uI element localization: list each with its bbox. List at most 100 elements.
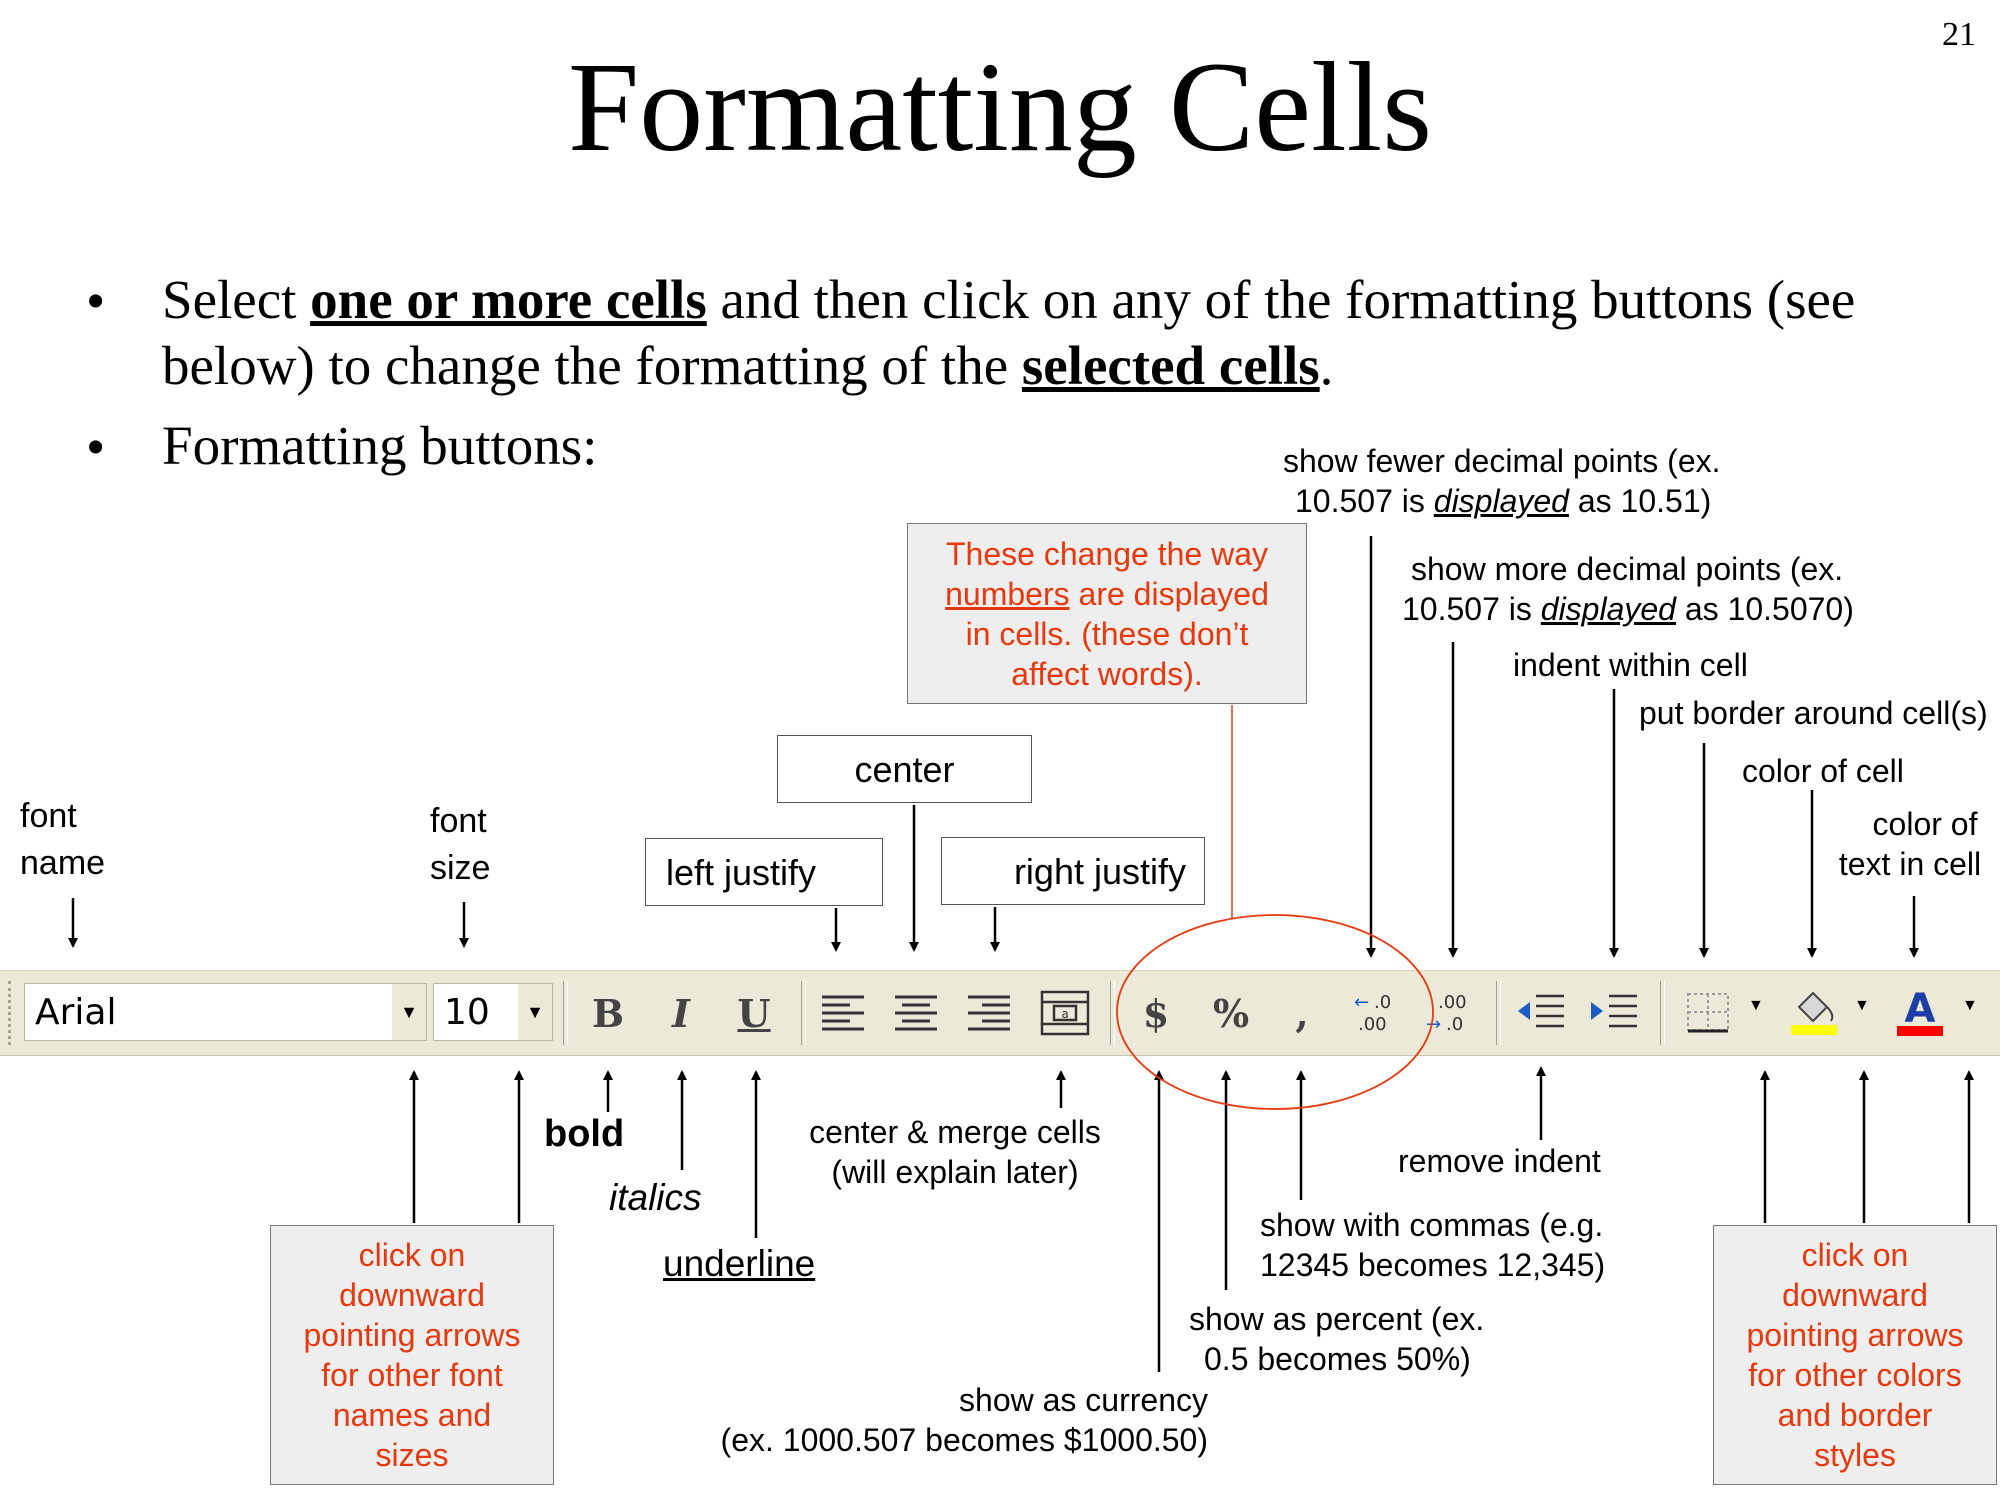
note-line: styles — [1814, 1437, 1896, 1473]
comma-icon: , — [1295, 990, 1309, 1036]
cell-color-label: color of cell — [1742, 753, 1904, 789]
percent-icon: % — [1212, 990, 1250, 1036]
svg-text:.0: .0 — [1446, 1014, 1463, 1035]
label-line: font — [430, 802, 487, 840]
label-line: show as currency — [959, 1382, 1208, 1418]
decrease-indent-button[interactable] — [1513, 985, 1569, 1041]
note-line: click on — [358, 1237, 466, 1273]
label-line: font — [20, 797, 77, 835]
toolbar-grip[interactable] — [8, 981, 19, 1045]
chevron-down-icon[interactable]: ▼ — [392, 984, 426, 1040]
increase-decimal-icon: ← .0.00 — [1354, 992, 1391, 1035]
merge-center-icon: a — [1040, 990, 1090, 1036]
left-justify-label: left justify — [666, 852, 817, 893]
align-right-icon — [968, 995, 1010, 1031]
align-left-icon — [822, 995, 864, 1031]
label-line: (will explain later) — [831, 1154, 1079, 1190]
label-line: name — [20, 844, 106, 882]
toolbar-separator — [801, 981, 806, 1045]
toolbar-separator — [1110, 981, 1115, 1045]
italic-button[interactable]: I — [653, 985, 709, 1041]
increase-decimal-button[interactable]: ← .0.00 — [1350, 985, 1406, 1041]
bullet-2-text: Formatting buttons: — [162, 415, 598, 476]
note-line: downward — [1782, 1277, 1928, 1313]
align-center-icon — [895, 995, 937, 1031]
fewer-decimals-label: show fewer decimal points (ex. 10.507 is… — [1283, 441, 1721, 521]
label-line: color of — [1872, 806, 1978, 842]
text-color-label: color of text in cell — [1820, 804, 2000, 884]
note-line: for other font — [321, 1357, 503, 1393]
underline-label: underline — [663, 1243, 816, 1284]
chevron-down-icon[interactable]: ▼ — [518, 984, 552, 1040]
bullet-marker-2: • — [86, 416, 106, 477]
font-size-label: font size — [430, 798, 490, 892]
font-color-button[interactable]: A — [1892, 985, 1948, 1041]
bullet-1-part: . — [1319, 335, 1334, 396]
center-button[interactable] — [888, 985, 944, 1041]
merge-cells-label: center & merge cells (will explain later… — [790, 1112, 1120, 1192]
note-line: for other colors — [1748, 1357, 1962, 1393]
font-dropdown-note-box: click on downward pointing arrows for ot… — [270, 1225, 554, 1485]
note-line: affect words). — [1011, 656, 1203, 692]
commas-label: show with commas (e.g. 12345 becomes 12,… — [1260, 1205, 1605, 1285]
underline-button[interactable]: U — [726, 985, 782, 1041]
number-format-note-box: These change the way numbers are display… — [907, 523, 1307, 704]
label-emphasis-displayed: displayed — [1540, 591, 1676, 627]
right-justify-callout: right justify — [941, 837, 1205, 905]
svg-text:.0: .0 — [1374, 992, 1391, 1013]
note-line: names and — [332, 1397, 492, 1433]
merge-center-button[interactable]: a — [1037, 985, 1093, 1041]
increase-indent-button[interactable] — [1586, 985, 1642, 1041]
note-line: in cells. (these don’t — [965, 616, 1249, 652]
center-callout: center — [777, 735, 1032, 803]
fill-color-icon — [1791, 991, 1837, 1035]
align-left-button[interactable] — [815, 985, 871, 1041]
decrease-indent-icon — [1518, 994, 1564, 1028]
align-right-button[interactable] — [961, 985, 1017, 1041]
decrease-decimal-icon: .00→ .0 — [1426, 992, 1467, 1035]
underline-icon: U — [737, 990, 771, 1036]
fill-color-button[interactable] — [1786, 985, 1842, 1041]
left-justify-callout: left justify — [645, 838, 883, 906]
formatting-toolbar: Arial ▼ 10 ▼ B I U a $ % , ← .0.00 .00 → .0 — [0, 970, 2000, 1056]
label-line: text in cell — [1838, 846, 1982, 882]
svg-text:→: → — [1426, 1014, 1441, 1035]
slide-title: Formatting Cells — [568, 36, 1432, 178]
note-line: click on — [1801, 1237, 1909, 1273]
chevron-down-icon[interactable]: ▼ — [1748, 997, 1764, 1014]
chevron-down-icon[interactable]: ▼ — [1854, 997, 1870, 1014]
font-name-label: font name — [20, 793, 105, 887]
bullet-1-text: Select one or more cells and then click … — [162, 267, 1962, 399]
more-decimals-label: show more decimal points (ex. 10.507 is … — [1402, 549, 1854, 629]
svg-text:←: ← — [1354, 992, 1369, 1013]
percent-button[interactable]: % — [1203, 985, 1259, 1041]
page-number: 21 — [1942, 16, 1976, 53]
label-line: show more decimal points (ex. — [1411, 551, 1844, 587]
note-line: downward — [339, 1277, 485, 1313]
currency-button[interactable]: $ — [1128, 985, 1184, 1041]
center-label: center — [854, 749, 955, 790]
indent-label: indent within cell — [1513, 647, 1748, 683]
color-dropdown-note-box: click on downward pointing arrows for ot… — [1713, 1225, 1997, 1485]
borders-button[interactable] — [1680, 985, 1736, 1041]
italics-label: italics — [609, 1177, 702, 1218]
bold-button[interactable]: B — [580, 985, 636, 1041]
currency-icon: $ — [1142, 990, 1170, 1036]
font-size-combo[interactable]: 10 ▼ — [433, 983, 553, 1041]
bold-icon: B — [591, 990, 625, 1036]
label-line: center & merge cells — [809, 1114, 1101, 1150]
note-line: are displayed — [1069, 576, 1269, 612]
label-line: (ex. 1000.507 becomes $1000.50) — [720, 1422, 1208, 1458]
note-line: pointing arrows — [303, 1317, 521, 1353]
label-line: as 10.51) — [1568, 483, 1712, 519]
comma-button[interactable]: , — [1274, 985, 1330, 1041]
bullet-1-part: and then click on any of the formatting … — [706, 269, 1856, 330]
remove-indent-label: remove indent — [1398, 1143, 1601, 1179]
chevron-down-icon[interactable]: ▼ — [1962, 997, 1978, 1014]
font-name-combo[interactable]: Arial ▼ — [24, 983, 427, 1041]
bold-label: bold — [544, 1113, 625, 1155]
svg-text:A: A — [1905, 988, 1936, 1032]
decrease-decimal-button[interactable]: .00 → .0 — [1422, 985, 1478, 1041]
label-line: as 10.5070) — [1675, 591, 1854, 627]
increase-indent-icon — [1591, 994, 1637, 1028]
